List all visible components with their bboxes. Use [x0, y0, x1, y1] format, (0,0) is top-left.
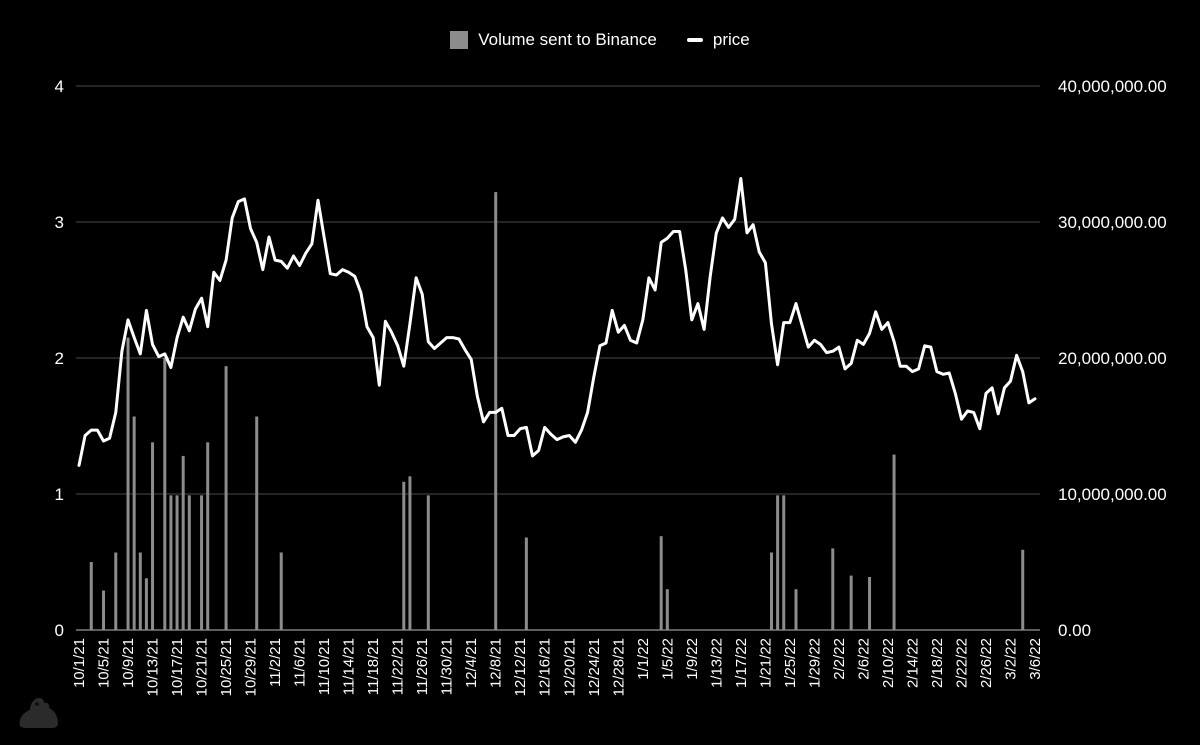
x-axis-tick-label: 10/9/21: [120, 638, 137, 688]
volume-bar: [426, 495, 430, 630]
volume-bar: [408, 476, 412, 630]
volume-bar: [206, 442, 210, 630]
x-axis-tick-label: 12/24/21: [586, 638, 603, 696]
volume-bars: [89, 192, 1025, 630]
x-axis-tick-label: 12/28/21: [610, 638, 627, 696]
volume-bar: [224, 366, 228, 630]
frog-logo-icon: [19, 698, 58, 728]
volume-bar: [868, 576, 872, 630]
volume-bar: [144, 578, 148, 630]
volume-bar: [114, 552, 118, 630]
left-axis-tick-label: 1: [55, 485, 64, 504]
volume-bar: [169, 495, 173, 630]
x-axis-tick-label: 10/17/21: [169, 638, 186, 696]
right-axis-tick-label: 30,000,000.00: [1058, 213, 1167, 232]
x-axis-tick-label: 2/2/22: [831, 638, 848, 680]
volume-bar: [138, 552, 142, 630]
volume-bar: [665, 589, 669, 630]
x-axis-tick-label: 10/13/21: [145, 638, 162, 696]
x-axis-tick-label: 1/5/22: [659, 638, 676, 680]
x-axis-tick-label: 12/16/21: [537, 638, 554, 696]
left-axis-tick-label: 4: [55, 77, 64, 96]
volume-bar: [151, 442, 155, 630]
volume-bar: [279, 552, 283, 630]
volume-bar: [776, 495, 780, 630]
right-axis-tick-label: 0.00: [1058, 621, 1091, 640]
x-axis-tick-label: 12/8/21: [488, 638, 505, 688]
volume-bar: [89, 562, 93, 630]
volume-bar: [524, 537, 528, 630]
x-axis-tick-label: 11/30/21: [439, 638, 456, 695]
volume-bar: [187, 495, 191, 630]
legend-swatch-volume: [450, 31, 469, 49]
left-axis-tick-label: 3: [55, 213, 64, 232]
x-axis-tick-label: 1/21/22: [757, 638, 774, 688]
left-axis-tick-label: 0: [55, 621, 64, 640]
x-axis-tick-label: 2/14/22: [904, 638, 921, 688]
x-axis-tick-label: 10/29/21: [243, 638, 260, 696]
volume-bar: [163, 358, 167, 630]
x-axis-tick-label: 11/10/21: [316, 638, 333, 695]
x-axis-tick-label: 2/6/22: [855, 638, 872, 680]
x-axis-tick-label: 10/5/21: [96, 638, 113, 688]
volume-bar: [769, 552, 773, 630]
volume-bar: [402, 481, 406, 630]
right-axis-tick-label: 20,000,000.00: [1058, 349, 1167, 368]
x-axis-tick-label: 12/20/21: [561, 638, 578, 696]
right-axis-ticks: 0.00 10,000,000.00 20,000,000.00 30,000,000…: [1058, 77, 1167, 640]
x-axis-tick-label: 1/17/22: [733, 638, 750, 688]
x-axis-tick-label: 12/12/21: [512, 638, 529, 696]
x-axis-tick-label: 12/4/21: [463, 638, 480, 688]
x-axis-tick-label: 1/13/22: [708, 638, 725, 688]
right-axis-tick-label: 40,000,000.00: [1058, 77, 1167, 96]
x-axis-tick-label: 11/26/21: [414, 638, 431, 695]
x-axis-tick-label: 10/21/21: [194, 638, 211, 696]
legend-item-volume: Volume sent to Binance: [450, 30, 657, 50]
chart-legend: Volume sent to Binance price: [0, 30, 1200, 50]
left-axis-ticks: 0 1 2 3 4: [55, 77, 64, 640]
x-axis-tick-label: 11/14/21: [341, 638, 358, 695]
volume-bar: [892, 454, 896, 630]
x-axis-tick-label: 1/29/22: [806, 638, 823, 688]
x-axis-tick-label: 3/6/22: [1027, 638, 1044, 680]
volume-bar: [132, 416, 136, 630]
left-axis-tick-label: 2: [55, 349, 64, 368]
x-axis-tick-label: 11/6/21: [292, 638, 309, 687]
right-axis-tick-label: 10,000,000.00: [1058, 485, 1167, 504]
x-axis-tick-label: 11/2/21: [267, 638, 284, 687]
x-axis-tick-label: 1/25/22: [782, 638, 799, 688]
volume-bar: [782, 495, 786, 630]
volume-bar: [794, 589, 798, 630]
volume-bar: [831, 548, 835, 630]
volume-bar: [102, 590, 106, 630]
x-axis-tick-label: 3/2/22: [1003, 638, 1020, 680]
volume-bar: [849, 575, 853, 630]
volume-bar: [1021, 549, 1025, 630]
legend-swatch-price: [686, 38, 703, 42]
volume-bar: [659, 536, 663, 630]
x-axis-tick-label: 2/26/22: [978, 638, 995, 688]
x-axis-tick-label: 2/10/22: [880, 638, 897, 688]
volume-bar: [255, 416, 259, 630]
x-axis-tick-label: 2/22/22: [954, 638, 971, 688]
volume-bar: [126, 337, 130, 630]
x-axis-tick-label: 10/1/21: [71, 638, 88, 688]
legend-label-price: price: [712, 30, 750, 49]
x-axis-tick-label: 1/1/22: [635, 638, 652, 680]
x-axis-tick-label: 2/18/22: [929, 638, 946, 688]
legend-item-price: price: [686, 30, 750, 50]
volume-bar: [175, 495, 179, 630]
x-axis-ticks: 10/1/21 10/5/21 10/9/21 10/13/21 10/17/21 10/…: [71, 638, 1044, 696]
volume-bar: [181, 455, 185, 630]
price-line: [77, 177, 1037, 467]
volume-bar: [200, 495, 204, 630]
legend-label-volume: Volume sent to Binance: [478, 30, 657, 49]
gridlines: [76, 85, 1040, 631]
x-axis-tick-label: 11/18/21: [365, 638, 382, 695]
x-axis-tick-label: 1/9/22: [684, 638, 701, 680]
x-axis-tick-label: 11/22/21: [390, 638, 407, 695]
x-axis-tick-label: 10/25/21: [218, 638, 235, 696]
